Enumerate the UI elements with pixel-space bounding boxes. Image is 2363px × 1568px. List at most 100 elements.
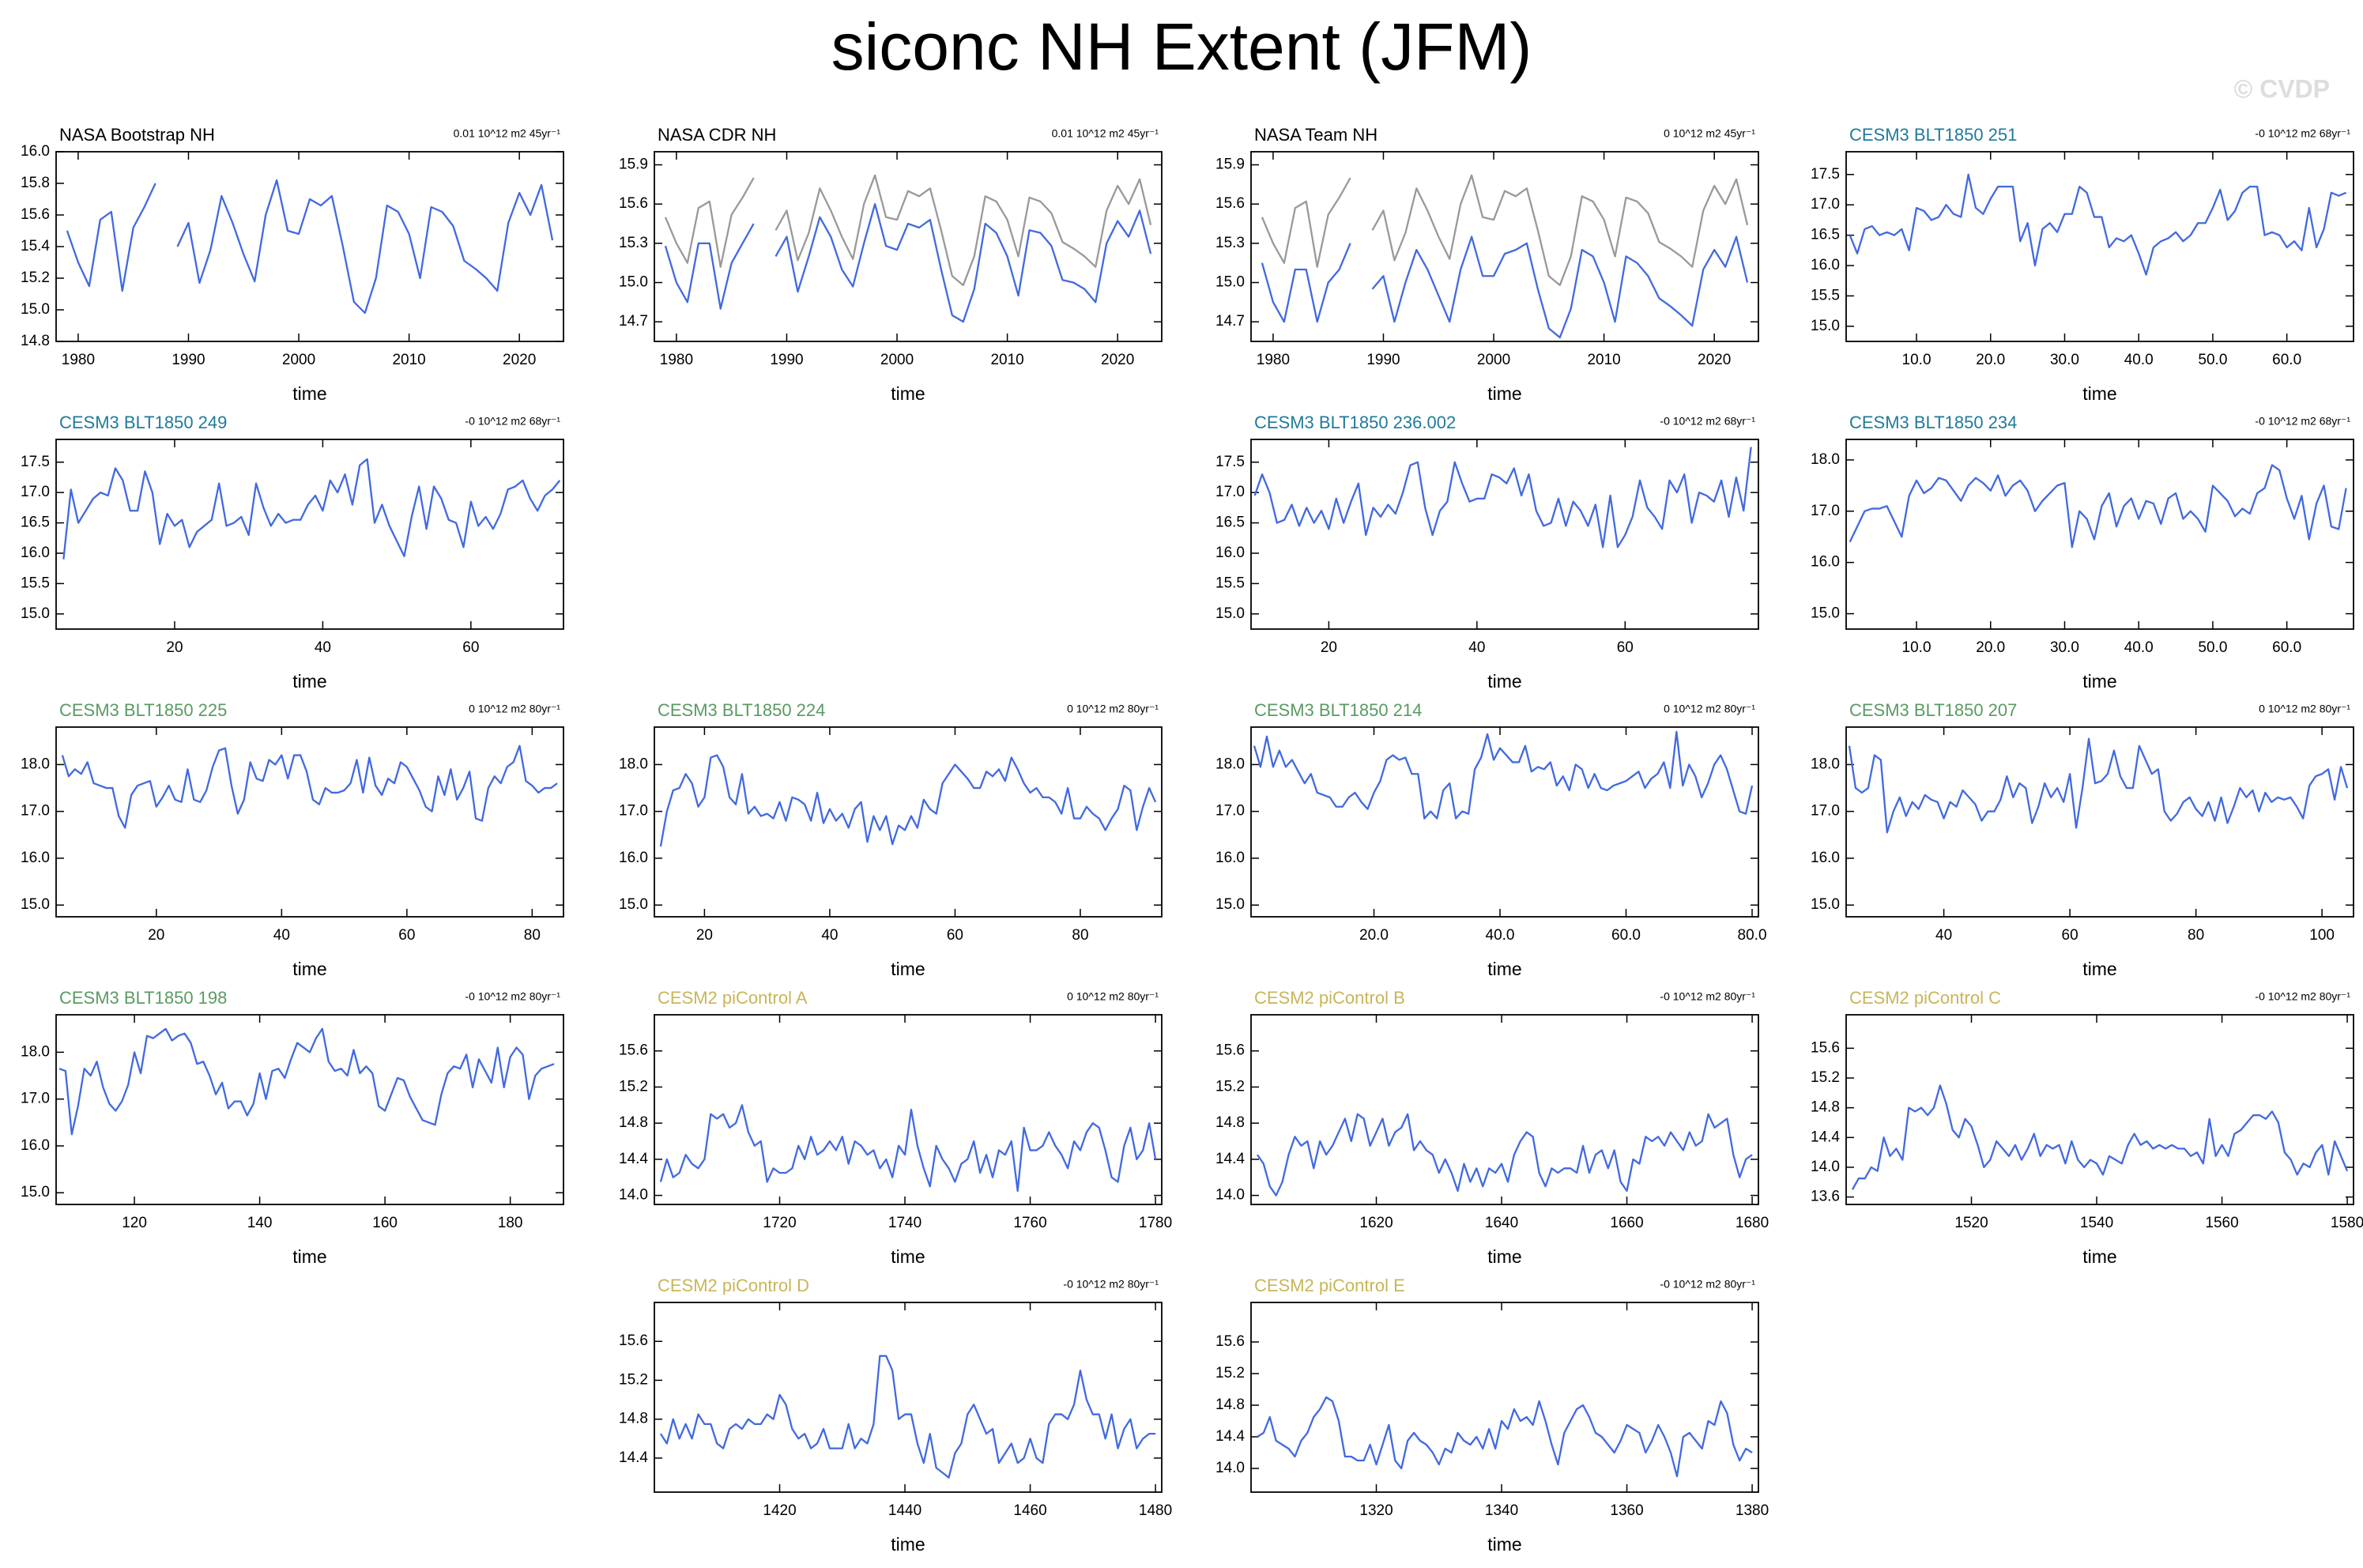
y-tick-label: 17.5 (21, 454, 50, 470)
x-tick-label: 1580 (2331, 1215, 2363, 1231)
x-tick-label: 20.0 (1976, 352, 2005, 368)
y-tick-label: 15.0 (1215, 274, 1245, 291)
data-line (659, 754, 1157, 847)
plot-frame (1250, 151, 1759, 342)
x-axis-label: time (1487, 959, 1521, 979)
x-tick-label: 80.0 (1738, 927, 1767, 944)
y-tick-label: 18.0 (1811, 756, 1840, 772)
panel-subtitle: -0 10^12 m2 80yr⁻¹ (1660, 1278, 1755, 1291)
x-tick-label: 1680 (1736, 1215, 1769, 1231)
x-tick-label: 40 (273, 927, 290, 944)
plot-frame (654, 1014, 1163, 1205)
y-tick-label: 14.4 (1215, 1151, 1245, 1167)
x-axis-label: time (1487, 1534, 1521, 1555)
x-tick-label: 1360 (1610, 1502, 1643, 1519)
y-tick-label: 13.6 (1811, 1189, 1840, 1205)
panel-subtitle: 0 10^12 m2 45yr⁻¹ (1664, 127, 1755, 140)
panel-title: CESM3 BLT1850 214 (1254, 700, 1422, 720)
x-tick-label: 80 (2188, 927, 2204, 944)
y-tick-label: 15.2 (619, 1078, 648, 1095)
y-tick-label: 15.5 (1811, 287, 1840, 303)
x-tick-label: 2000 (880, 352, 914, 368)
panel-subtitle: 0 10^12 m2 80yr⁻¹ (469, 703, 560, 715)
panel: NASA Bootstrap NH 0.01 10^12 m2 45yr⁻¹ tim… (21, 125, 564, 404)
x-axis-label: time (1487, 1246, 1521, 1267)
panel-subtitle: 0 10^12 m2 80yr⁻¹ (1664, 703, 1755, 715)
y-tick-label: 14.4 (619, 1151, 648, 1167)
panel-subtitle: 0.01 10^12 m2 45yr⁻¹ (454, 127, 561, 140)
panel: CESM3 BLT1850 224 0 10^12 m2 80yr⁻¹ time 15… (619, 700, 1163, 979)
plot-frame (55, 726, 564, 918)
y-tick-label: 18.0 (21, 756, 50, 772)
x-tick-label: 60 (462, 639, 479, 656)
y-tick-label: 18.0 (21, 1043, 50, 1060)
y-tick-label: 15.2 (1811, 1069, 1840, 1086)
x-tick-label: 30.0 (2050, 352, 2079, 368)
y-tick-label: 14.8 (21, 333, 50, 349)
x-axis-label: time (1487, 383, 1521, 404)
x-axis-label: time (2082, 383, 2116, 404)
panel: CESM3 BLT1850 251 -0 10^12 m2 68yr⁻¹ time 1… (1811, 125, 2354, 404)
x-tick-label: 140 (247, 1215, 273, 1231)
panel-title: CESM3 BLT1850 207 (1849, 700, 2017, 720)
x-axis-label: time (2082, 1246, 2116, 1267)
plot-frame (1250, 1302, 1759, 1493)
panel-subtitle: -0 10^12 m2 80yr⁻¹ (2255, 990, 2350, 1003)
x-tick-label: 20 (148, 927, 164, 944)
panel-subtitle: -0 10^12 m2 68yr⁻¹ (465, 415, 560, 428)
x-tick-label: 60 (947, 927, 963, 944)
y-tick-label: 14.8 (1811, 1099, 1840, 1116)
y-tick-label: 14.0 (1215, 1460, 1245, 1476)
x-tick-label: 40 (1935, 927, 1952, 944)
panel-title: CESM3 BLT1850 249 (59, 413, 227, 432)
y-tick-label: 16.0 (21, 143, 50, 160)
x-axis-label: time (1487, 671, 1521, 692)
y-tick-label: 17.0 (1811, 196, 1840, 213)
x-axis-label: time (292, 671, 326, 692)
panel-title: CESM2 piControl C (1849, 988, 2001, 1008)
panel-title: CESM3 BLT1850 251 (1849, 125, 2017, 145)
x-tick-label: 1660 (1610, 1215, 1643, 1231)
x-tick-label: 10.0 (1902, 639, 1931, 656)
x-tick-label: 1620 (1359, 1215, 1393, 1231)
panel: NASA CDR NH 0.01 10^12 m2 45yr⁻¹ time 14.7 1… (619, 125, 1163, 404)
y-tick-label: 14.4 (619, 1449, 648, 1466)
y-tick-label: 17.0 (619, 803, 648, 820)
page-title: siconc NH Extent (JFM) (831, 9, 1532, 84)
x-tick-label: 1320 (1359, 1502, 1393, 1519)
y-tick-label: 15.0 (1215, 605, 1245, 622)
x-axis-label: time (292, 1246, 326, 1267)
y-tick-label: 17.5 (1215, 454, 1245, 470)
y-tick-label: 17.0 (1215, 484, 1245, 500)
panel: CESM3 BLT1850 249 -0 10^12 m2 68yr⁻¹ time 1… (21, 413, 564, 692)
x-tick-label: 1980 (660, 352, 693, 368)
y-tick-label: 16.0 (21, 1137, 50, 1154)
y-tick-label: 17.0 (1811, 503, 1840, 519)
panel-subtitle: -0 10^12 m2 80yr⁻¹ (465, 990, 560, 1003)
x-tick-label: 1520 (1954, 1215, 1988, 1231)
plot-frame (55, 1014, 564, 1205)
y-tick-label: 15.0 (21, 896, 50, 913)
panel-subtitle: 0 10^12 m2 80yr⁻¹ (1067, 703, 1159, 715)
y-tick-label: 16.0 (1811, 554, 1840, 571)
panel-subtitle: -0 10^12 m2 68yr⁻¹ (1660, 415, 1755, 428)
x-tick-label: 1980 (1257, 352, 1290, 368)
data-line (1261, 236, 1749, 339)
y-tick-label: 16.0 (21, 545, 50, 561)
x-tick-label: 1440 (888, 1502, 921, 1519)
data-line (1253, 447, 1752, 548)
panel-subtitle: -0 10^12 m2 80yr⁻¹ (1063, 1278, 1159, 1291)
x-tick-label: 10.0 (1902, 352, 1931, 368)
y-tick-label: 15.0 (619, 896, 648, 913)
panel-title: CESM3 BLT1850 224 (658, 700, 825, 720)
data-line (62, 458, 561, 560)
x-tick-label: 120 (122, 1215, 147, 1231)
data-line (1848, 737, 2349, 834)
y-tick-label: 15.6 (21, 206, 50, 223)
y-tick-label: 15.5 (1215, 575, 1245, 591)
panel-title: NASA Team NH (1254, 125, 1377, 145)
y-tick-label: 14.8 (619, 1411, 648, 1427)
panel: CESM3 BLT1850 234 -0 10^12 m2 68yr⁻¹ time 1… (1811, 413, 2354, 692)
y-tick-label: 15.9 (619, 156, 648, 173)
x-tick-label: 1340 (1485, 1502, 1518, 1519)
